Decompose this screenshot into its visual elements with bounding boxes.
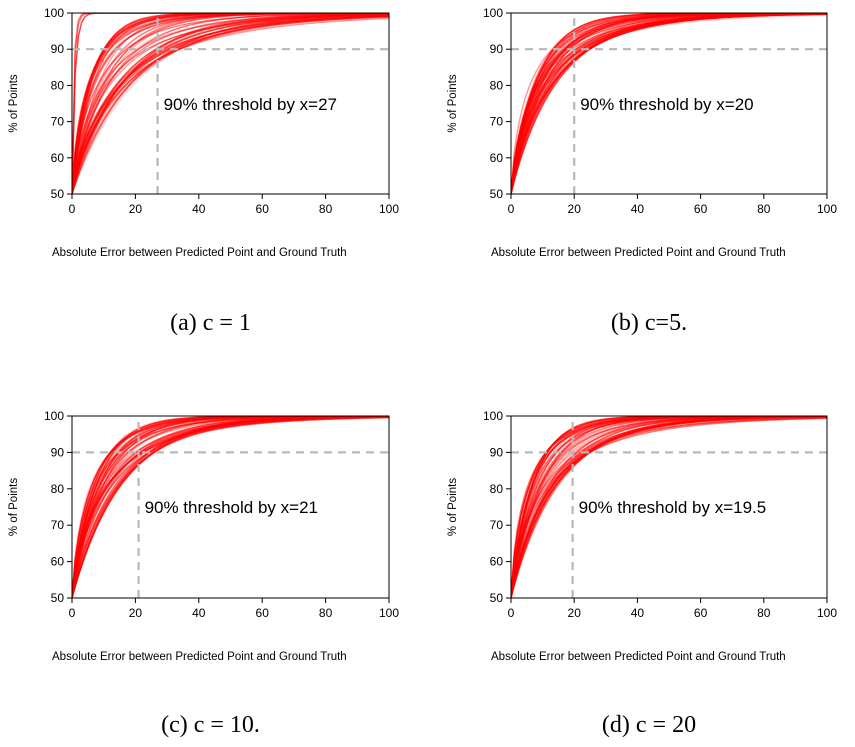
y-axis-label: % of Points xyxy=(447,478,459,536)
x-tick-label: 40 xyxy=(631,202,645,216)
chart-panel-3: 90% threshold by x=21 0 20 40 60 80 100 50 60 70 8… xyxy=(8,409,399,738)
y-tick-label: 70 xyxy=(490,518,504,532)
subfigure-caption: (c) c = 10. xyxy=(161,712,260,738)
x-axis-label: Absolute Error between Predicted Point a… xyxy=(52,651,347,663)
y-tick-label: 100 xyxy=(44,409,64,423)
series-line xyxy=(511,13,827,194)
x-tick-label: 20 xyxy=(568,202,582,216)
series-line xyxy=(511,416,827,598)
y-tick-label: 50 xyxy=(51,187,65,201)
series-line xyxy=(511,13,827,194)
x-tick-label: 40 xyxy=(192,606,206,620)
x-tick-label: 60 xyxy=(256,202,270,216)
x-tick-label: 80 xyxy=(319,202,333,216)
x-tick-label: 0 xyxy=(69,202,76,216)
y-tick-label: 90 xyxy=(490,445,504,459)
y-axis-label: % of Points xyxy=(8,74,20,132)
x-tick-label: 100 xyxy=(379,606,399,620)
x-tick-label: 20 xyxy=(568,606,582,620)
plot-frame xyxy=(510,12,828,195)
y-tick-label: 90 xyxy=(490,42,504,56)
x-tick-label: 0 xyxy=(508,202,515,216)
y-tick-label: 50 xyxy=(490,187,504,201)
series-line xyxy=(72,15,389,194)
threshold-annotation: 90% threshold by x=21 xyxy=(145,498,318,517)
x-tick-label: 100 xyxy=(817,606,837,620)
y-tick-label: 100 xyxy=(483,409,503,423)
y-tick-label: 60 xyxy=(51,555,65,569)
y-tick-label: 90 xyxy=(51,42,65,56)
x-tick-label: 0 xyxy=(508,606,515,620)
series-line xyxy=(72,17,389,194)
x-axis-label: Absolute Error between Predicted Point a… xyxy=(52,247,347,259)
y-tick-label: 80 xyxy=(490,482,504,496)
series-line xyxy=(511,416,827,598)
plot-frame xyxy=(71,12,390,195)
y-tick-label: 100 xyxy=(44,6,64,20)
x-tick-label: 0 xyxy=(69,606,76,620)
subfigure-caption: (a) c = 1 xyxy=(170,310,251,336)
chart-panel-2: 90% threshold by x=20 0 20 40 60 80 100 50 60 70 8… xyxy=(447,6,837,336)
chart-panel-4: 90% threshold by x=19.5 0 20 40 60 80 100 50 60 7… xyxy=(447,409,837,738)
y-tick-label: 60 xyxy=(490,555,504,569)
series-line xyxy=(72,416,389,598)
series-line xyxy=(511,13,827,194)
y-tick-label: 80 xyxy=(51,482,65,496)
x-tick-label: 80 xyxy=(319,606,333,620)
x-tick-label: 80 xyxy=(757,606,771,620)
y-axis-label: % of Points xyxy=(447,74,459,132)
plot-frame xyxy=(71,415,390,599)
threshold-annotation: 90% threshold by x=19.5 xyxy=(579,498,767,517)
y-tick-label: 60 xyxy=(490,151,504,165)
series-line xyxy=(72,416,389,598)
y-tick-label: 50 xyxy=(490,591,504,605)
series-line xyxy=(511,417,827,598)
y-tick-label: 100 xyxy=(483,6,503,20)
series-line xyxy=(72,13,389,194)
x-tick-label: 40 xyxy=(192,202,206,216)
x-tick-label: 80 xyxy=(757,202,771,216)
series-line xyxy=(511,416,827,598)
y-tick-label: 90 xyxy=(51,445,65,459)
x-tick-label: 20 xyxy=(129,606,143,620)
x-tick-label: 60 xyxy=(694,202,708,216)
x-tick-label: 60 xyxy=(694,606,708,620)
series-line xyxy=(72,416,389,598)
threshold-annotation: 90% threshold by x=20 xyxy=(580,95,753,114)
x-tick-label: 60 xyxy=(256,606,270,620)
curve-family xyxy=(72,13,389,194)
x-tick-label: 40 xyxy=(631,606,645,620)
y-tick-label: 70 xyxy=(51,518,65,532)
y-tick-label: 50 xyxy=(51,591,65,605)
series-line xyxy=(511,13,827,194)
x-tick-label: 100 xyxy=(379,202,399,216)
y-tick-label: 60 xyxy=(51,151,65,165)
series-line xyxy=(511,416,827,598)
x-axis-label: Absolute Error between Predicted Point a… xyxy=(491,247,786,259)
y-tick-label: 80 xyxy=(51,78,65,92)
threshold-annotation: 90% threshold by x=27 xyxy=(164,95,337,114)
x-axis-label: Absolute Error between Predicted Point a… xyxy=(491,651,786,663)
y-axis-label: % of Points xyxy=(8,478,20,536)
x-tick-label: 100 xyxy=(817,202,837,216)
y-tick-label: 70 xyxy=(490,115,504,129)
series-line xyxy=(72,13,389,194)
series-line xyxy=(511,13,827,194)
y-tick-label: 70 xyxy=(51,115,65,129)
subfigure-caption: (d) c = 20 xyxy=(602,712,696,738)
series-line xyxy=(72,16,389,194)
x-tick-label: 20 xyxy=(129,202,143,216)
y-tick-label: 80 xyxy=(490,78,504,92)
chart-panel-1: 90% threshold by x=27 0 20 40 60 80 100 50 60 70 8… xyxy=(8,6,399,336)
series-line xyxy=(72,416,389,598)
series-line xyxy=(72,13,389,194)
subfigure-caption: (b) c=5. xyxy=(611,310,687,336)
series-line xyxy=(72,14,389,194)
curve-family xyxy=(72,416,389,598)
plot-frame xyxy=(510,415,828,599)
